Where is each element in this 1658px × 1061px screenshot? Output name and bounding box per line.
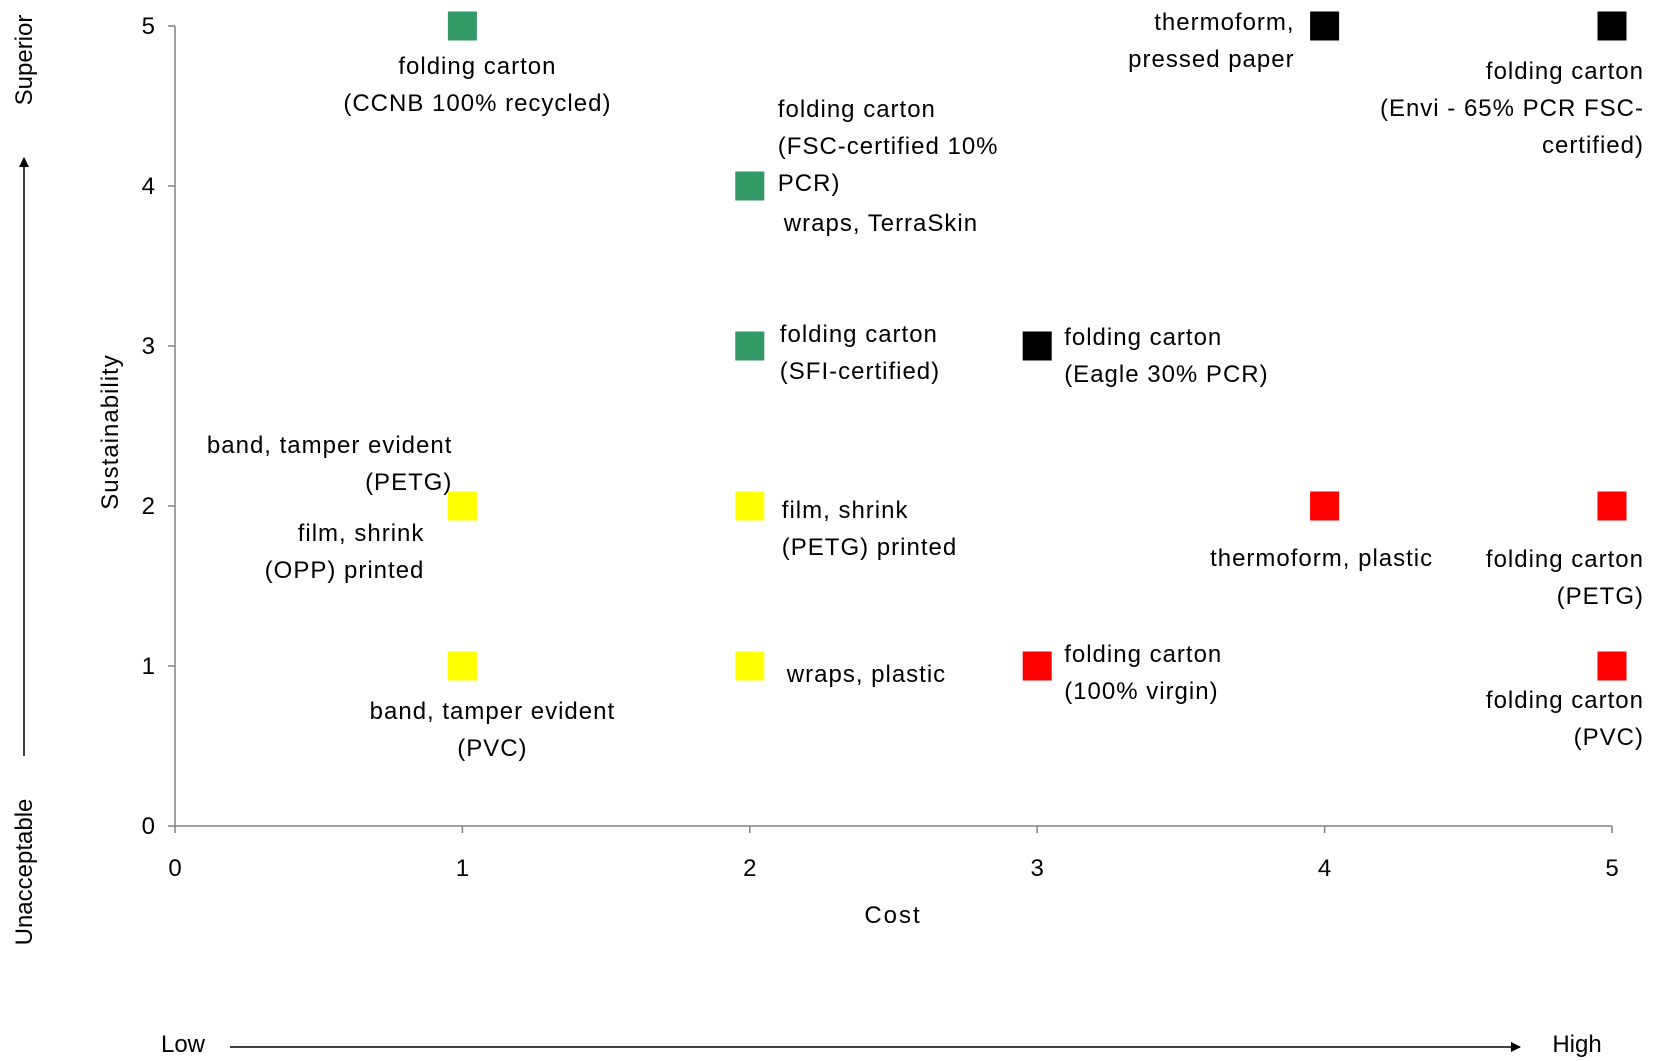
y-tick-label: 1 — [142, 653, 155, 680]
data-point-label: film, shrink — [782, 497, 909, 524]
data-point-marker — [735, 331, 765, 361]
data-point-label: (PVC) — [1574, 724, 1644, 751]
data-point-marker — [735, 491, 765, 521]
data-point-label: folding carton — [398, 53, 556, 80]
y-axis-title: Sustainability — [97, 354, 124, 509]
data-point-label: (OPP) printed — [265, 557, 425, 584]
y-tick-label: 5 — [142, 13, 155, 40]
x-tick-label: 0 — [168, 855, 181, 882]
data-point-label: folding carton — [778, 96, 936, 123]
data-point-label: film, shrink — [298, 520, 425, 547]
data-point-label: (PETG) — [365, 469, 452, 496]
data-point-marker — [1597, 491, 1627, 521]
data-point-label: (Envi - 65% PCR FSC- — [1380, 95, 1644, 122]
data-point-marker — [447, 11, 477, 41]
x-tick-label: 3 — [1031, 855, 1044, 882]
data-point-marker — [735, 171, 765, 201]
data-point-marker — [1597, 11, 1627, 41]
x-scale-high-label: High — [1552, 1031, 1601, 1058]
x-tick-label: 4 — [1318, 855, 1331, 882]
data-point-marker — [447, 491, 477, 521]
data-point-marker — [1310, 11, 1340, 41]
data-point-label: (PETG) — [1557, 583, 1644, 610]
data-point-label: (FSC-certified 10% — [778, 133, 999, 160]
data-point-label: folding carton — [1486, 58, 1644, 85]
y-tick-label: 3 — [142, 333, 155, 360]
data-point-marker — [1597, 651, 1627, 681]
data-point-label: certified) — [1542, 132, 1644, 159]
data-point-label: (100% virgin) — [1064, 678, 1218, 705]
data-point-label: PCR) — [778, 170, 841, 197]
y-tick-label: 2 — [142, 493, 155, 520]
data-point-label: (CCNB 100% recycled) — [343, 90, 611, 117]
data-point-label: (Eagle 30% PCR) — [1064, 361, 1268, 388]
data-point-label: (PVC) — [457, 735, 527, 762]
data-point-label: (SFI-certified) — [780, 358, 940, 385]
data-point-label: folding carton — [1486, 687, 1644, 714]
x-axis-title: Cost — [864, 902, 921, 929]
data-point-marker — [447, 651, 477, 681]
data-point-label: thermoform, — [1154, 9, 1294, 36]
y-scale-high-label: Superior — [11, 15, 38, 106]
data-point-label: (PETG) printed — [782, 534, 957, 561]
data-point-label: folding carton — [780, 321, 938, 348]
y-tick-label: 4 — [142, 173, 155, 200]
data-point-marker — [1310, 491, 1340, 521]
data-point-label: thermoform, plastic — [1210, 545, 1433, 572]
x-tick-label: 2 — [743, 855, 756, 882]
data-point-marker — [735, 651, 765, 681]
y-tick-label: 0 — [142, 813, 155, 840]
y-scale-low-label: Unacceptable — [11, 799, 38, 946]
data-point-label: folding carton — [1064, 324, 1222, 351]
x-tick-label: 1 — [456, 855, 469, 882]
data-point-label: band, tamper evident — [207, 432, 452, 459]
data-point-label: folding carton — [1486, 546, 1644, 573]
x-tick-label: 5 — [1605, 855, 1618, 882]
data-point-marker — [1022, 651, 1052, 681]
x-scale-low-label: Low — [161, 1031, 206, 1058]
data-point-label: band, tamper evident — [370, 698, 615, 725]
data-point-label: pressed paper — [1128, 46, 1294, 73]
data-point-label: wraps, TerraSkin — [783, 210, 978, 237]
data-point-marker — [1022, 331, 1052, 361]
data-point-label: folding carton — [1064, 641, 1222, 668]
data-point-label: wraps, plastic — [786, 661, 946, 688]
